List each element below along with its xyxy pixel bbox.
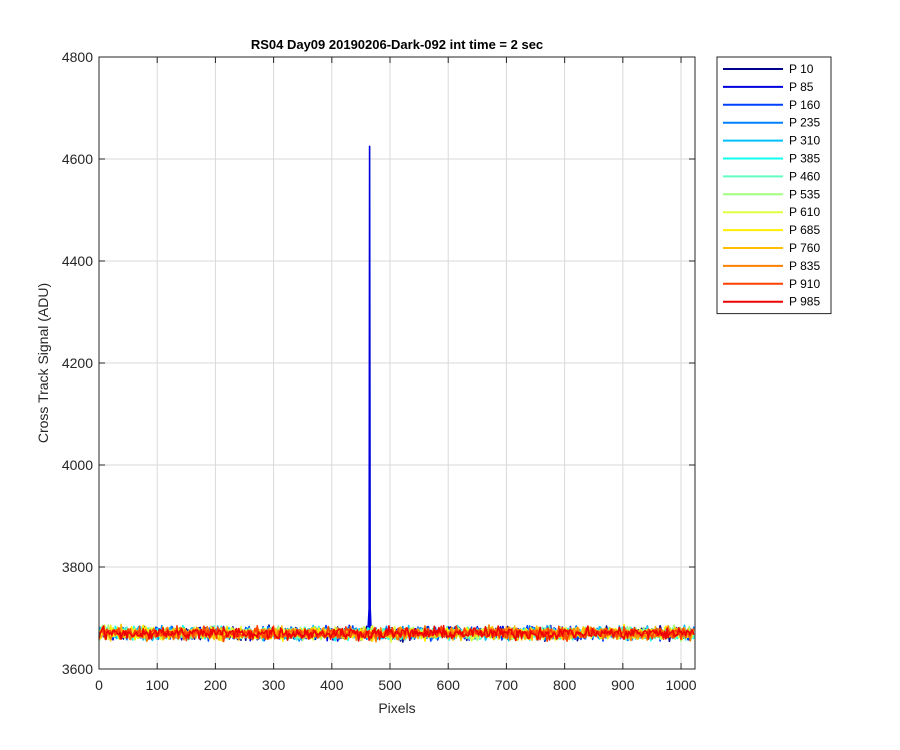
x-tick-label: 700 — [495, 677, 519, 693]
y-tick-label: 4000 — [62, 457, 93, 473]
x-tick-label: 600 — [437, 677, 461, 693]
y-tick-label: 4200 — [62, 355, 93, 371]
series-line-p-985 — [98, 624, 695, 642]
x-tick-label: 200 — [204, 677, 228, 693]
y-tick-label: 3800 — [62, 559, 93, 575]
axis-ticks: 0 100 200 300 400 500 600 700 800 900 1000 3600 3800… — [62, 49, 697, 693]
legend-label: P 685 — [789, 223, 820, 237]
legend-label: P 85 — [789, 80, 814, 94]
legend-label: P 610 — [789, 205, 820, 219]
x-tick-label: 500 — [378, 677, 402, 693]
legend-label: P 760 — [789, 241, 820, 255]
gridlines — [99, 57, 695, 669]
x-tick-label: 1000 — [665, 677, 696, 693]
legend-label: P 235 — [789, 116, 820, 130]
legend-label: P 10 — [789, 62, 814, 76]
legend-label: P 460 — [789, 169, 820, 183]
legend-label: P 160 — [789, 98, 820, 112]
chart-title: RS04 Day09 20190206-Dark-092 int time = … — [251, 37, 543, 52]
legend: P 10 P 85 P 160 P 235 P 310 P 385 P 460 P 535 P … — [716, 56, 832, 315]
legend-label: P 535 — [789, 187, 820, 201]
legend-label: P 385 — [789, 152, 820, 166]
y-tick-label: 4800 — [62, 49, 93, 65]
x-tick-label: 800 — [553, 677, 577, 693]
legend-label: P 835 — [789, 259, 820, 273]
legend-box — [716, 56, 832, 315]
x-tick-label: 400 — [320, 677, 344, 693]
y-tick-label: 4400 — [62, 253, 93, 269]
x-tick-label: 100 — [146, 677, 170, 693]
legend-label: P 310 — [789, 134, 820, 148]
x-tick-label: 900 — [611, 677, 635, 693]
legend-label: P 985 — [789, 295, 820, 309]
x-axis-label: Pixels — [378, 700, 415, 716]
series-lines — [98, 145, 695, 643]
legend-label: P 910 — [789, 277, 820, 291]
y-axis-label: Cross Track Signal (ADU) — [35, 283, 51, 443]
x-tick-label: 300 — [262, 677, 286, 693]
y-tick-label: 4600 — [62, 151, 93, 167]
x-tick-label: 0 — [95, 677, 103, 693]
y-tick-label: 3600 — [62, 661, 93, 677]
